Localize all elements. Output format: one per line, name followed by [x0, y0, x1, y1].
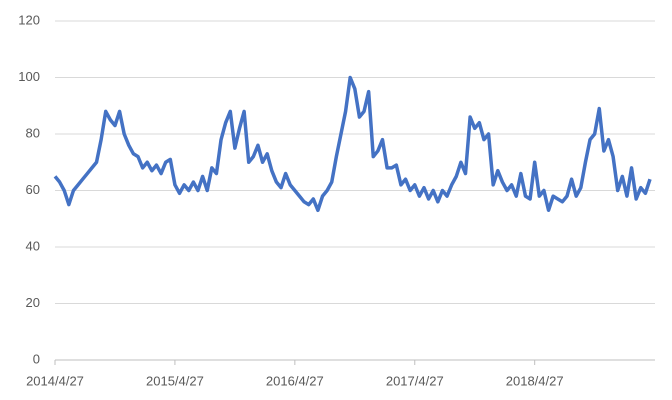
x-tick-label: 2017/4/27 [386, 373, 444, 388]
y-tick-label: 80 [26, 125, 40, 140]
x-tick-label: 2018/4/27 [506, 373, 564, 388]
x-tick-label: 2014/4/27 [26, 373, 84, 388]
y-tick-label: 0 [33, 351, 40, 366]
x-tick-label: 2015/4/27 [146, 373, 204, 388]
y-tick-label: 20 [26, 295, 40, 310]
y-tick-label: 40 [26, 238, 40, 253]
x-tick-label: 2016/4/27 [266, 373, 324, 388]
y-tick-label: 120 [18, 12, 40, 27]
data-line [53, 75, 652, 213]
y-tick-label: 100 [18, 69, 40, 84]
y-tick-label: 60 [26, 182, 40, 197]
